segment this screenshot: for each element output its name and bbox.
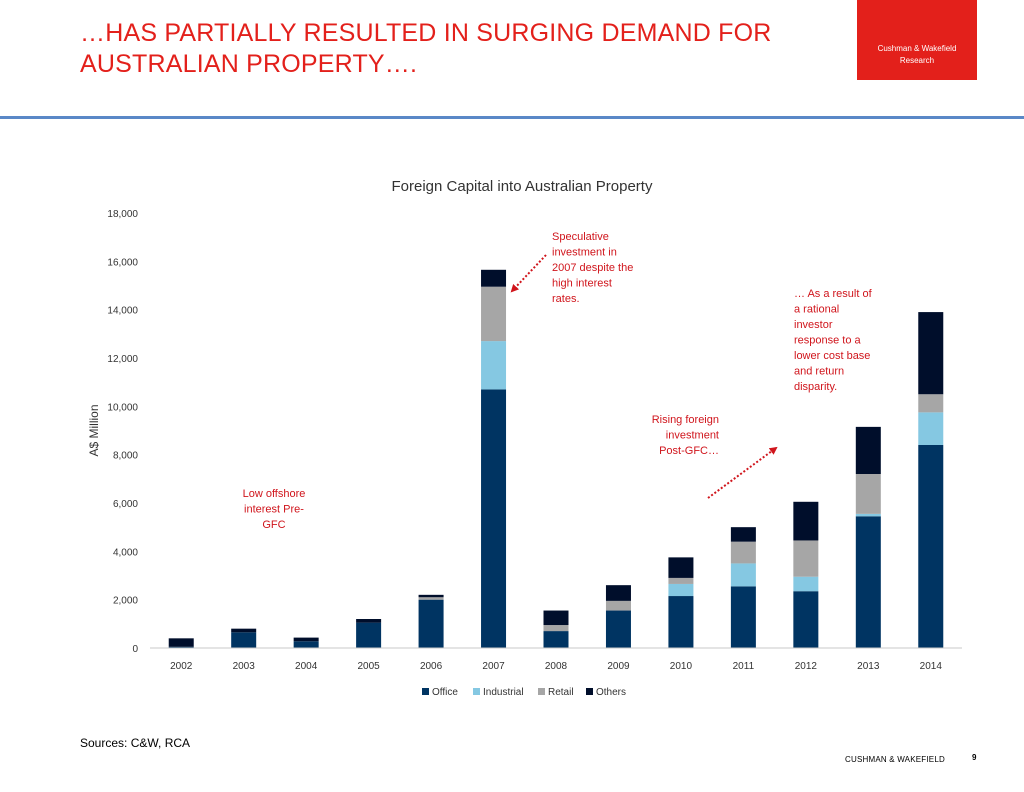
bar-office-2012: [793, 591, 819, 648]
annotation-pre-gfc: Low offshore interest Pre-GFC: [243, 488, 306, 531]
y-tick-label: 14,000: [107, 306, 138, 317]
sources-note: Sources: C&W, RCA: [80, 736, 191, 750]
x-tick-label: 2002: [170, 661, 193, 672]
x-tick-label: 2006: [420, 661, 443, 672]
bar-others-2004: [293, 637, 319, 642]
y-tick-label: 12,000: [107, 354, 138, 365]
bar-others-2005: [356, 619, 382, 623]
bar-retail-2007: [481, 286, 507, 342]
x-tick-label: 2013: [857, 661, 880, 672]
y-tick-label: 10,000: [107, 402, 138, 413]
footer-brand: CUSHMAN & WAKEFIELD: [845, 755, 945, 764]
bar-others-2008: [543, 610, 569, 626]
bar-office-2013: [855, 516, 881, 648]
y-tick-label: 2,000: [113, 596, 138, 607]
bar-others-2006: [418, 594, 444, 598]
title-divider: [0, 116, 1024, 119]
bar-others-2003: [231, 628, 257, 633]
x-tick-label: 2010: [670, 661, 693, 672]
bar-others-2007: [481, 269, 507, 287]
bar-retail-2013: [855, 474, 881, 514]
x-tick-label: 2008: [545, 661, 568, 672]
bar-office-2003: [231, 632, 257, 648]
legend-swatch-retail: [538, 688, 545, 695]
legend-swatch-office: [422, 688, 429, 695]
bar-retail-2014: [918, 394, 944, 413]
bar-others-2009: [605, 585, 631, 601]
x-tick-label: 2005: [357, 661, 380, 672]
brand-line-2: Research: [899, 56, 935, 65]
bar-office-2010: [668, 596, 694, 648]
bar-office-2009: [605, 610, 631, 648]
legend-label-retail: Retail: [548, 687, 574, 698]
speculative-arrow: [510, 254, 547, 293]
y-tick-label: 6,000: [113, 499, 138, 510]
annotation-speculative: Speculative investment in 2007 despite the…: [552, 231, 633, 305]
bar-office-2004: [293, 641, 319, 648]
bar-retail-2011: [730, 541, 756, 564]
legend-label-industrial: Industrial: [483, 687, 524, 698]
bar-industrial-2013: [855, 513, 881, 517]
x-tick-label: 2003: [233, 661, 256, 672]
bar-retail-2008: [543, 625, 569, 632]
slide-title-line-2: AUSTRALIAN PROPERTY….: [80, 50, 418, 78]
slide-title-line-1: …HAS PARTIALLY RESULTED IN SURGING DEMAN…: [80, 19, 772, 47]
bar-industrial-2010: [668, 583, 694, 597]
bar-others-2002: [168, 638, 194, 647]
bar-others-2012: [793, 501, 819, 541]
bar-industrial-2014: [918, 412, 944, 445]
x-tick-label: 2007: [482, 661, 505, 672]
bar-industrial-2011: [730, 563, 756, 587]
bar-office-2007: [481, 389, 507, 648]
annotation-rational: … As a result of a rational investor respon…: [794, 288, 873, 393]
bar-others-2013: [855, 426, 881, 474]
bar-office-2006: [418, 599, 444, 648]
y-tick-label: 8,000: [113, 451, 138, 462]
x-tick-label: 2009: [607, 661, 630, 672]
bar-retail-2012: [793, 540, 819, 577]
bar-retail-2009: [605, 600, 631, 611]
brand-box: Cushman & Wakefield Research: [857, 0, 977, 80]
x-tick-label: 2011: [733, 661, 755, 672]
page-number: 9: [972, 753, 977, 762]
bar-office-2005: [356, 622, 382, 648]
bar-industrial-2012: [793, 576, 819, 592]
bar-retail-2010: [668, 577, 694, 584]
bar-office-2014: [918, 445, 944, 648]
y-tick-label: 18,000: [107, 209, 138, 220]
x-tick-label: 2012: [795, 661, 818, 672]
annotation-post-gfc: Rising foreign investment Post-GFC…: [652, 414, 719, 457]
legend-swatch-industrial: [473, 688, 480, 695]
x-tick-label: 2014: [920, 661, 943, 672]
legend-label-others: Others: [596, 687, 626, 698]
x-tick-label: 2004: [295, 661, 318, 672]
bar-retail-2006: [418, 597, 444, 600]
slide-title: …HAS PARTIALLY RESULTED IN SURGING DEMAN…: [80, 18, 800, 80]
bar-industrial-2007: [481, 341, 507, 390]
bar-office-2002: [168, 646, 194, 648]
bar-others-2014: [918, 312, 944, 395]
chart-title: Foreign Capital into Australian Property: [392, 178, 653, 195]
brand-line-1: Cushman & Wakefield: [877, 44, 957, 53]
bar-office-2011: [730, 586, 756, 648]
y-tick-label: 16,000: [107, 257, 138, 268]
bar-office-2008: [543, 631, 569, 648]
y-tick-label: 4,000: [113, 547, 138, 558]
y-axis-label: A$ Million: [87, 404, 101, 456]
legend-label-office: Office: [432, 687, 458, 698]
bar-others-2010: [668, 557, 694, 578]
y-tick-label: 0: [132, 644, 138, 655]
bar-others-2011: [730, 527, 756, 542]
legend-swatch-others: [586, 688, 593, 695]
